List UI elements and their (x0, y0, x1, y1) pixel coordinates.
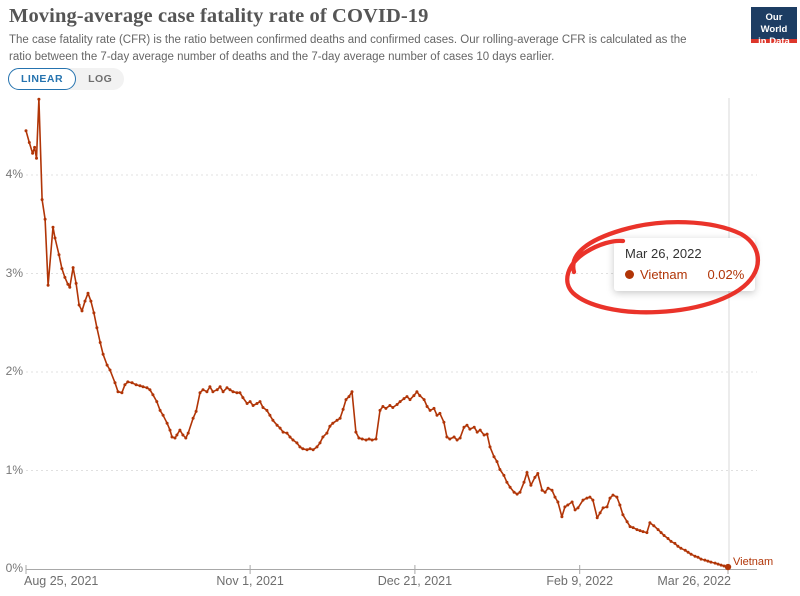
tooltip-value: 0.02% (707, 267, 745, 282)
linear-scale-button[interactable]: LINEAR (8, 68, 77, 90)
page-title: Moving-average case fatality rate of COV… (9, 5, 429, 27)
series-end-label: Vietnam (733, 556, 774, 568)
owid-logo-line1: Our World (760, 12, 788, 35)
log-scale-button[interactable]: LOG (76, 68, 124, 90)
tooltip-entity: Vietnam (640, 267, 688, 282)
owid-logo-line2: in Data (758, 35, 790, 47)
owid-logo: Our World in Data (751, 7, 797, 47)
chart-subtitle: The case fatality rate (CFR) is the rati… (9, 34, 687, 63)
hover-tooltip: Mar 26, 2022 Vietnam 0.02% (614, 238, 756, 291)
tooltip-date: Mar 26, 2022 (625, 246, 702, 261)
scale-toggle: LINEAR LOG (8, 68, 125, 90)
series-color-dot-icon (625, 270, 634, 279)
